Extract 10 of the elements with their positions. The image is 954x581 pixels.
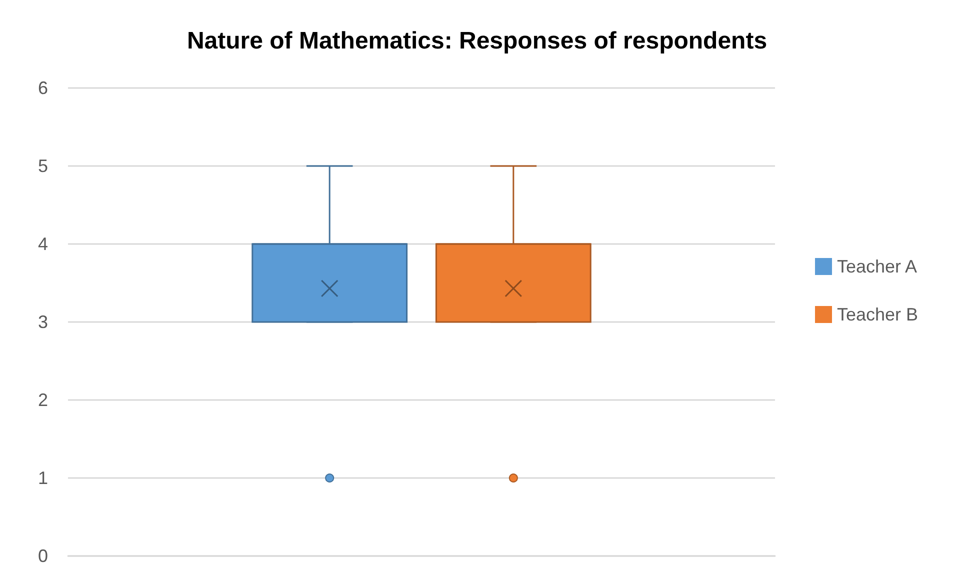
y-tick-label: 1 bbox=[38, 468, 48, 488]
y-tick-label: 0 bbox=[38, 546, 48, 566]
legend-label: Teacher A bbox=[837, 256, 918, 276]
y-tick-label: 3 bbox=[38, 312, 48, 332]
chart-title: Nature of Mathematics: Responses of respondents bbox=[186, 28, 768, 54]
legend-label: Teacher B bbox=[837, 304, 918, 324]
y-tick-label: 6 bbox=[38, 78, 48, 98]
y-tick-label: 5 bbox=[38, 156, 48, 176]
y-tick-label: 4 bbox=[38, 234, 48, 254]
y-tick-label: 2 bbox=[38, 390, 48, 410]
